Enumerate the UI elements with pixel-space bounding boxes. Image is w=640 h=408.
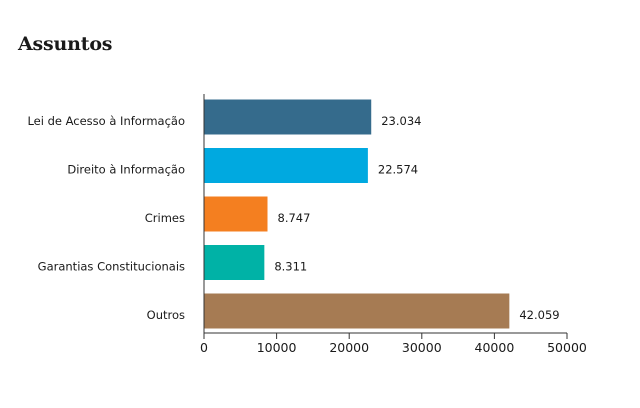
value-label: 23.034 (381, 114, 421, 128)
category-label: Crimes (145, 211, 185, 225)
bar (204, 196, 268, 232)
value-label: 8.311 (274, 260, 307, 274)
bar (204, 245, 265, 280)
category-label: Direito à Informação (67, 163, 185, 177)
value-label: 8.747 (278, 211, 311, 225)
x-tick-label: 40000 (475, 340, 515, 355)
value-label: 42.059 (519, 308, 559, 322)
category-label: Lei de Acesso à Informação (27, 114, 185, 128)
category-label: Garantias Constitucionais (38, 260, 185, 274)
bars-layer (204, 99, 510, 329)
axes-layer: Lei de Acesso à Informação 23.034 Direito … (27, 94, 587, 355)
value-label: 22.574 (378, 163, 418, 177)
bar (204, 293, 510, 329)
x-tick-label: 50000 (547, 340, 587, 355)
x-tick-label: 0 (200, 340, 208, 355)
x-tick-label: 20000 (329, 340, 369, 355)
bar (204, 148, 368, 183)
bar (204, 99, 372, 135)
x-tick-label: 10000 (257, 340, 297, 355)
chart-title: Assuntos (18, 33, 113, 55)
category-label: Outros (147, 308, 185, 322)
x-tick-label: 30000 (402, 340, 442, 355)
